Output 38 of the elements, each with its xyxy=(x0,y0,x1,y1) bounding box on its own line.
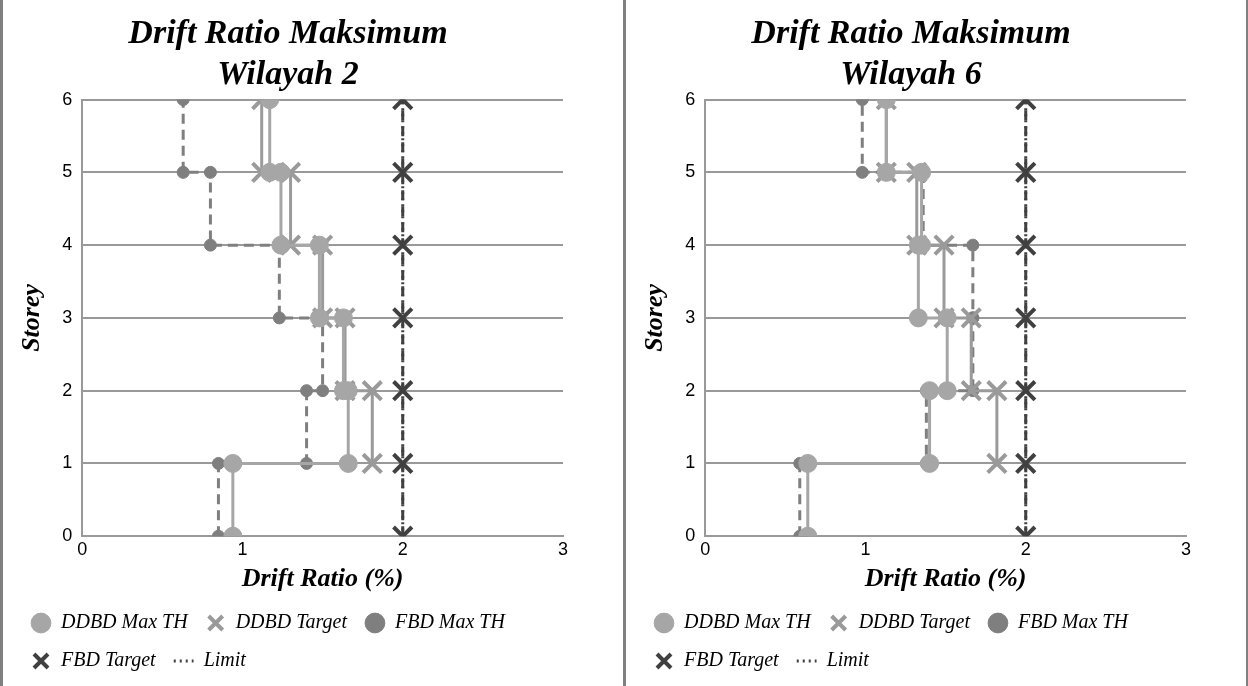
y-tick-label: 4 xyxy=(685,234,696,255)
legend-label: FBD Target xyxy=(60,648,157,672)
x-tick-label: 3 xyxy=(557,538,569,559)
chart-title: Drift Ratio Maksimum Wilayah 6 xyxy=(750,13,1071,91)
x-axis-title: Drift Ratio (%) xyxy=(863,563,1027,593)
y-tick-label: 3 xyxy=(62,306,73,327)
legend-label: Limit xyxy=(825,648,870,671)
x-tick-label: 2 xyxy=(397,538,408,559)
x-tick-label: 3 xyxy=(1180,538,1192,559)
x-axis-title: Drift Ratio (%) xyxy=(240,563,404,593)
legend-label: DDBD Target xyxy=(234,610,348,634)
y-tick-label: 6 xyxy=(62,88,73,109)
legend-label: FBD Max TH xyxy=(393,610,507,633)
legend-label: DDBD Max TH xyxy=(60,610,190,633)
legend-label: DDBD Target xyxy=(857,610,971,634)
y-tick-label: 1 xyxy=(62,452,73,473)
chart-title: Drift Ratio Maksimum Wilayah 2 xyxy=(127,13,448,91)
x-tick-label: 0 xyxy=(77,538,88,559)
y-axis-title: Storey xyxy=(639,283,669,352)
y-tick-label: 2 xyxy=(685,379,696,400)
y-tick-label: 3 xyxy=(685,306,696,327)
y-tick-label: 2 xyxy=(62,379,73,400)
y-tick-label: 5 xyxy=(685,161,696,182)
x-tick-label: 1 xyxy=(237,538,248,559)
y-tick-label: 4 xyxy=(62,234,73,255)
x-tick-label: 2 xyxy=(1020,538,1031,559)
x-tick-label: 0 xyxy=(700,538,711,559)
legend-label: Limit xyxy=(202,648,247,671)
legend-label: FBD Max TH xyxy=(1016,610,1130,633)
y-tick-label: 0 xyxy=(62,525,73,546)
x-tick-label: 1 xyxy=(860,538,871,559)
y-axis-title: Storey xyxy=(16,283,46,352)
y-tick-label: 0 xyxy=(685,525,696,546)
legend-label: FBD Target xyxy=(683,648,780,672)
y-tick-label: 5 xyxy=(62,161,73,182)
y-tick-label: 6 xyxy=(685,88,696,109)
legend-label: DDBD Max TH xyxy=(683,610,813,633)
y-tick-label: 1 xyxy=(685,452,696,473)
